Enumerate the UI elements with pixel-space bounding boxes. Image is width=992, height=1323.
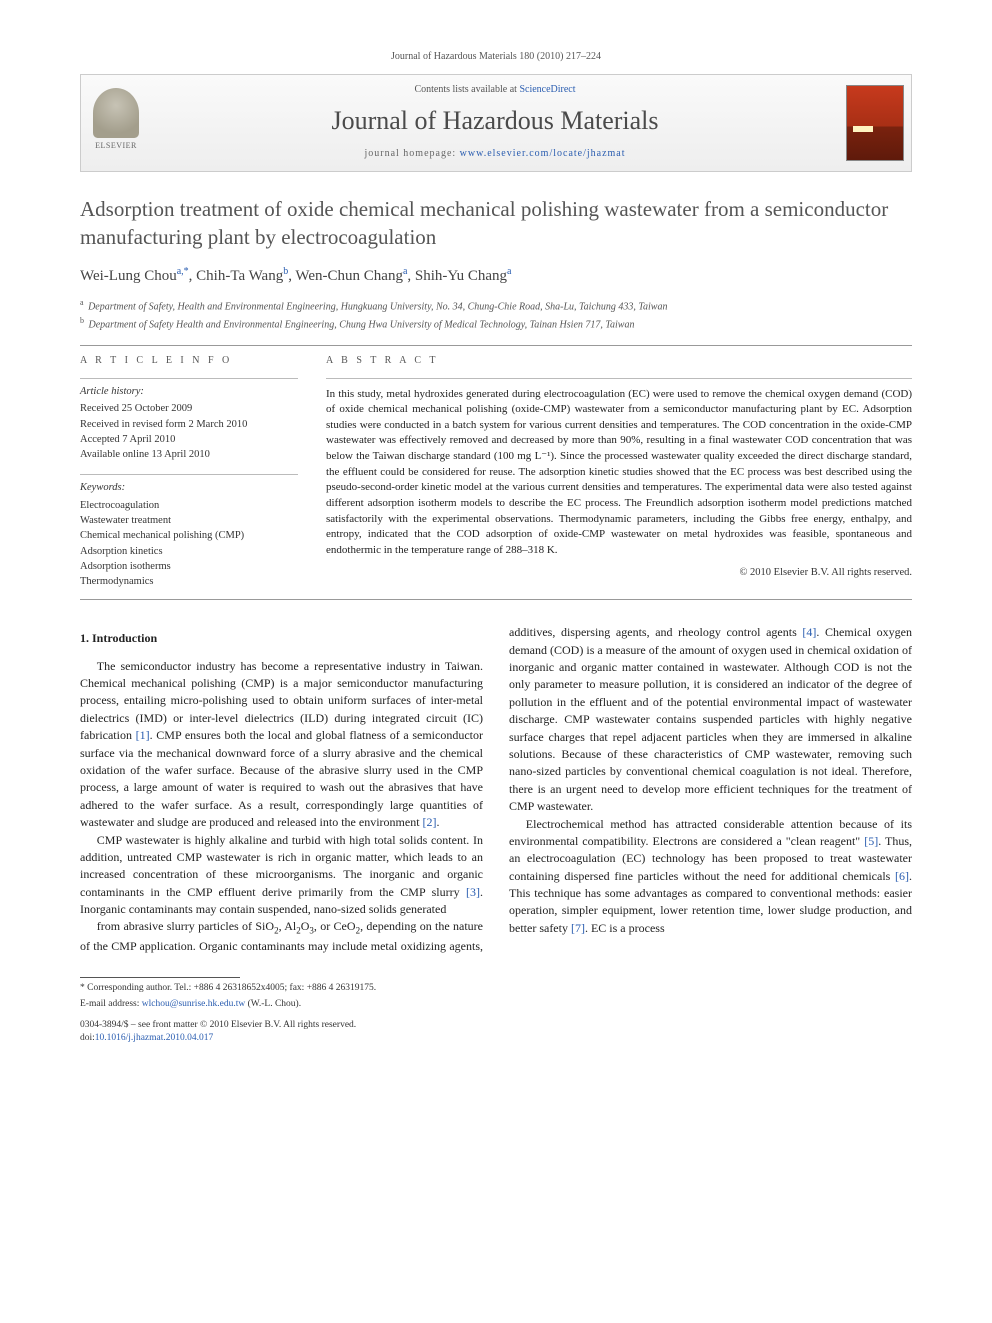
abstract-rule (326, 378, 912, 379)
cover-thumb-container (839, 75, 911, 171)
article-info-label: A R T I C L E I N F O (80, 354, 298, 368)
info-abstract-row: A R T I C L E I N F O Article history: R… (80, 354, 912, 590)
info-rule-2 (80, 474, 298, 475)
elsevier-tree-icon (93, 88, 139, 138)
publisher-logo-container: ELSEVIER (81, 75, 151, 171)
publisher-name: ELSEVIER (95, 140, 137, 151)
journal-homepage-line: journal homepage: www.elsevier.com/locat… (161, 147, 829, 161)
keywords-list: ElectrocoagulationWastewater treatmentCh… (80, 498, 298, 589)
info-rule-1 (80, 378, 298, 379)
journal-cover-thumbnail (846, 85, 904, 161)
banner-center: Contents lists available at ScienceDirec… (151, 75, 839, 171)
email-suffix: (W.-L. Chou). (245, 999, 301, 1009)
homepage-prefix: journal homepage: (364, 148, 459, 159)
article-title: Adsorption treatment of oxide chemical m… (80, 196, 912, 251)
doi-block: 0304-3894/$ – see front matter © 2010 El… (80, 1019, 912, 1046)
history-label: Article history: (80, 385, 298, 400)
author-list: Wei-Lung Choua,*, Chih-Ta Wangb, Wen-Chu… (80, 265, 912, 287)
abstract-copyright: © 2010 Elsevier B.V. All rights reserved… (326, 566, 912, 581)
elsevier-logo: ELSEVIER (88, 88, 144, 158)
abstract-label: A B S T R A C T (326, 354, 912, 368)
doi-line: doi:10.1016/j.jhazmat.2010.04.017 (80, 1032, 912, 1045)
top-rule (80, 345, 912, 346)
body-paragraph-1: The semiconductor industry has become a … (80, 658, 483, 832)
keywords-label: Keywords: (80, 481, 298, 496)
page-footer: * Corresponding author. Tel.: +886 4 263… (80, 977, 912, 1045)
footer-rule (80, 977, 240, 978)
running-head: Journal of Hazardous Materials 180 (2010… (80, 50, 912, 64)
corresponding-author: * Corresponding author. Tel.: +886 4 263… (80, 982, 912, 995)
mid-rule (80, 599, 912, 600)
abstract-text: In this study, metal hydroxides generate… (326, 387, 912, 559)
history-lines: Received 25 October 2009Received in revi… (80, 401, 298, 462)
email-link[interactable]: wlchou@sunrise.hk.edu.tw (142, 999, 245, 1009)
body-text: 1. Introduction The semiconductor indust… (80, 624, 912, 955)
doi-link[interactable]: 10.1016/j.jhazmat.2010.04.017 (95, 1033, 213, 1043)
email-label: E-mail address: (80, 999, 142, 1009)
body-paragraph-4: Electrochemical method has attracted con… (509, 816, 912, 938)
front-matter-line: 0304-3894/$ – see front matter © 2010 El… (80, 1019, 912, 1032)
sciencedirect-link[interactable]: ScienceDirect (519, 84, 575, 95)
journal-homepage-link[interactable]: www.elsevier.com/locate/jhazmat (460, 148, 626, 159)
section-heading-intro: 1. Introduction (80, 630, 483, 647)
journal-banner: ELSEVIER Contents lists available at Sci… (80, 74, 912, 172)
journal-title: Journal of Hazardous Materials (161, 103, 829, 139)
doi-label: doi: (80, 1033, 95, 1043)
email-line: E-mail address: wlchou@sunrise.hk.edu.tw… (80, 998, 912, 1011)
body-paragraph-2: CMP wastewater is highly alkaline and tu… (80, 832, 483, 919)
article-info: A R T I C L E I N F O Article history: R… (80, 354, 298, 590)
page: Journal of Hazardous Materials 180 (2010… (0, 0, 992, 1085)
contents-available-line: Contents lists available at ScienceDirec… (161, 83, 829, 97)
abstract: A B S T R A C T In this study, metal hyd… (326, 354, 912, 590)
contents-prefix: Contents lists available at (414, 84, 519, 95)
affiliations: a Department of Safety, Health and Envir… (80, 297, 912, 333)
